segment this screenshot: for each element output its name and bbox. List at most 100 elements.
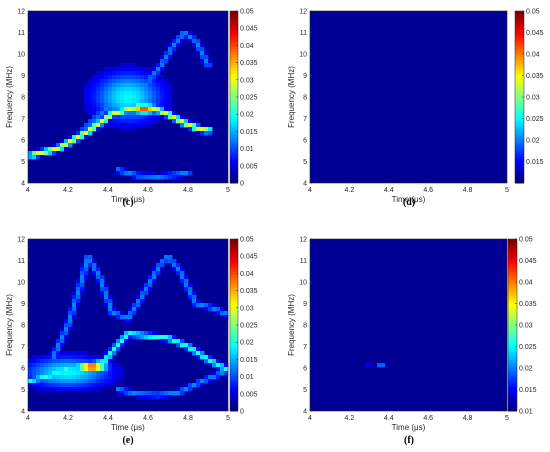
heat-cell <box>144 103 149 108</box>
heat-cell <box>72 359 77 364</box>
heat-cell <box>76 279 81 284</box>
heat-cell <box>160 267 165 272</box>
heat-cell <box>100 367 105 372</box>
heat-cell <box>160 75 165 80</box>
heat-cell <box>196 43 201 48</box>
x-tick-label: 4.2 <box>345 187 355 194</box>
heat-cell <box>144 111 149 116</box>
heat-cell <box>132 75 137 80</box>
heat-cell <box>128 79 133 84</box>
heat-cell <box>88 263 93 268</box>
heat-cell <box>136 295 141 300</box>
heat-cell <box>32 355 37 360</box>
heat-cell <box>124 339 129 344</box>
heat-cell <box>104 295 109 300</box>
heat-cell <box>136 299 141 304</box>
heat-cell <box>132 303 137 308</box>
heat-cell <box>32 151 37 156</box>
y-tick-label: 9 <box>21 73 25 80</box>
heat-cell <box>116 375 121 380</box>
heat-cell <box>68 139 73 144</box>
heat-cell <box>164 255 169 260</box>
heat-cell <box>56 375 61 380</box>
heat-cell <box>96 271 101 276</box>
y-tick-label: 12 <box>17 9 25 16</box>
heat-cell <box>36 155 41 160</box>
heat-cell <box>152 91 157 96</box>
panel-d: 4 4.2 4.4 4.6 4.8 5 4 5 6 7 8 9 10 11 12 Time (μs) Frequ… <box>287 9 544 209</box>
heat-cell <box>156 99 161 104</box>
heat-cell <box>168 259 173 264</box>
colorbar-tick-label: 0.01 <box>240 146 254 153</box>
heat-cell <box>100 119 105 124</box>
heat-cell <box>132 71 137 76</box>
heat-cell <box>208 363 213 368</box>
heat-cell <box>128 307 133 312</box>
colorbar-step <box>230 21 238 25</box>
heat-cell <box>100 291 105 296</box>
heat-cell <box>36 383 41 388</box>
heat-cell <box>144 83 149 88</box>
heat-cell <box>140 331 145 336</box>
heat-cell <box>200 51 205 56</box>
heat-cell <box>184 119 189 124</box>
heat-cell <box>148 67 153 72</box>
heat-cell <box>160 259 165 264</box>
heat-cell <box>172 171 177 176</box>
heat-cell <box>156 67 161 72</box>
y-tick-label: 10 <box>17 280 25 287</box>
colorbar-step <box>230 27 238 31</box>
colorbar-step <box>515 27 524 31</box>
heat-cell <box>52 375 57 380</box>
heat-cell <box>76 359 81 364</box>
colorbar-step <box>515 102 524 106</box>
heat-cell <box>184 275 189 280</box>
colorbar-step <box>508 252 517 256</box>
heat-cell <box>112 123 117 128</box>
heat-cell <box>100 275 105 280</box>
colorbar-step <box>230 153 238 157</box>
heat-cell <box>156 115 161 120</box>
heat-cell <box>84 259 89 264</box>
heat-cell <box>104 95 109 100</box>
heat-cell <box>180 35 185 40</box>
heat-cell <box>44 379 49 384</box>
colorbar-tick-label: 0.045 <box>240 254 258 261</box>
heat-cell <box>108 303 113 308</box>
heat-cell <box>80 279 85 284</box>
heat-cell <box>44 363 49 368</box>
heat-cell <box>116 67 121 72</box>
heat-cell <box>100 287 105 292</box>
heat-cell <box>96 75 101 80</box>
heat-cell <box>116 379 121 384</box>
colorbar-step <box>230 386 238 390</box>
heat-cell <box>56 151 61 156</box>
heat-cell <box>80 127 85 132</box>
heat-cell <box>68 143 73 148</box>
x-axis-label: Time (μs) <box>392 423 426 432</box>
heat-cell <box>176 43 181 48</box>
y-tick-label: 7 <box>21 116 25 123</box>
heat-cell <box>376 363 382 368</box>
heat-cell <box>160 83 165 88</box>
colorbar-step <box>508 357 517 361</box>
heat-cell <box>164 115 169 120</box>
heat-cell <box>216 311 221 316</box>
heat-cell <box>152 111 157 116</box>
heat-cell <box>108 375 113 380</box>
heat-cell <box>80 359 85 364</box>
heat-cell <box>56 359 61 364</box>
heat-cell <box>104 283 109 288</box>
colorbar-step <box>230 378 238 382</box>
colorbar-step <box>508 346 517 350</box>
heat-cell <box>112 71 117 76</box>
heat-cell <box>40 379 45 384</box>
colorbar-step <box>515 35 524 39</box>
heat-cell <box>180 387 185 392</box>
colorbar-tick-label: 0.02 <box>526 138 540 145</box>
heat-cell <box>156 103 161 108</box>
heat-cell <box>68 375 73 380</box>
heat-cell <box>168 95 173 100</box>
heat-cell <box>112 95 117 100</box>
colorbar-step <box>230 166 238 171</box>
